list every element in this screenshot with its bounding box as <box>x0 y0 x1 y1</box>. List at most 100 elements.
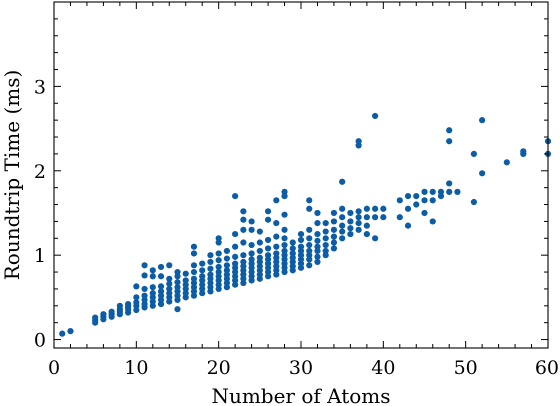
data-point <box>281 188 288 195</box>
data-point <box>446 138 453 145</box>
data-point <box>363 230 370 238</box>
data-point <box>421 209 428 217</box>
data-point <box>264 252 272 259</box>
data-point <box>264 208 272 215</box>
y-tick-labels: 0 1 2 3 <box>34 76 46 351</box>
data-point <box>223 267 230 274</box>
data-point <box>92 314 99 321</box>
data-point <box>314 258 321 266</box>
data-point <box>297 236 305 244</box>
data-point <box>404 222 412 229</box>
data-point <box>355 208 362 215</box>
data-point <box>100 311 107 318</box>
data-point <box>264 216 272 223</box>
data-point <box>322 220 329 227</box>
data-point <box>166 262 173 269</box>
data-point <box>281 211 288 218</box>
data-point <box>289 239 296 246</box>
data-point <box>380 205 387 212</box>
data-point <box>166 275 173 282</box>
data-point <box>273 197 280 204</box>
data-point <box>133 294 140 301</box>
data-point <box>347 209 354 217</box>
data-point <box>421 197 428 204</box>
data-point <box>223 247 230 255</box>
data-point <box>330 218 338 225</box>
y-axis-label: Roundtrip Time (ms) <box>0 70 24 281</box>
data-point <box>215 268 222 276</box>
y-tick-label: 1 <box>34 245 46 267</box>
data-point <box>446 188 453 195</box>
data-point <box>182 277 189 284</box>
data-point <box>240 208 247 215</box>
data-point <box>306 205 313 212</box>
data-point <box>174 279 181 286</box>
data-point <box>314 230 321 238</box>
data-point <box>281 247 288 255</box>
data-point <box>306 262 313 269</box>
data-point <box>396 214 403 221</box>
data-points <box>59 112 552 337</box>
data-point <box>314 209 321 217</box>
data-point <box>470 198 477 206</box>
data-point <box>199 260 206 267</box>
y-tick-label: 2 <box>34 161 46 183</box>
data-point <box>240 216 247 223</box>
data-point <box>347 218 354 225</box>
data-point <box>339 205 346 212</box>
data-point <box>380 214 387 221</box>
data-point <box>207 271 214 278</box>
data-point <box>116 302 123 309</box>
data-point <box>306 197 313 204</box>
data-point <box>190 243 198 250</box>
data-point <box>149 284 156 291</box>
data-point <box>339 222 346 229</box>
data-point <box>215 257 222 264</box>
data-point <box>503 159 510 166</box>
x-tick-label: 40 <box>371 357 395 379</box>
data-point <box>141 292 148 299</box>
data-point <box>372 235 379 242</box>
data-point <box>372 214 379 221</box>
data-point <box>454 188 461 195</box>
data-point <box>174 284 181 291</box>
data-point <box>363 222 370 229</box>
data-point <box>330 209 338 217</box>
data-point <box>372 205 379 212</box>
data-point <box>182 270 189 277</box>
data-point <box>339 178 346 185</box>
data-point <box>297 243 305 250</box>
x-tick-label: 60 <box>535 357 559 379</box>
data-point <box>339 228 346 235</box>
data-point <box>306 241 313 249</box>
data-point <box>59 330 66 337</box>
data-point <box>215 250 222 257</box>
data-point <box>264 236 272 244</box>
x-tick-labels: 0 10 20 30 40 50 60 <box>48 357 559 379</box>
data-point <box>281 235 288 242</box>
data-point <box>396 197 403 204</box>
data-point <box>157 273 165 280</box>
data-point <box>314 237 321 244</box>
data-point <box>264 245 272 252</box>
data-point <box>273 220 280 227</box>
data-point <box>67 328 74 335</box>
data-point <box>413 192 420 200</box>
x-tick-label: 30 <box>289 357 313 379</box>
data-point <box>355 220 362 227</box>
data-point <box>256 247 263 255</box>
data-point <box>297 230 305 238</box>
data-point <box>413 201 420 208</box>
data-point <box>363 214 370 221</box>
data-point <box>256 254 263 261</box>
data-point <box>174 306 181 313</box>
data-point <box>355 138 362 145</box>
x-tick-label: 50 <box>454 357 478 379</box>
data-point <box>314 220 321 227</box>
data-point <box>248 218 255 225</box>
data-point <box>363 205 370 212</box>
data-point <box>240 239 247 246</box>
data-point <box>273 250 280 257</box>
data-point <box>429 197 436 204</box>
data-point <box>322 228 329 235</box>
